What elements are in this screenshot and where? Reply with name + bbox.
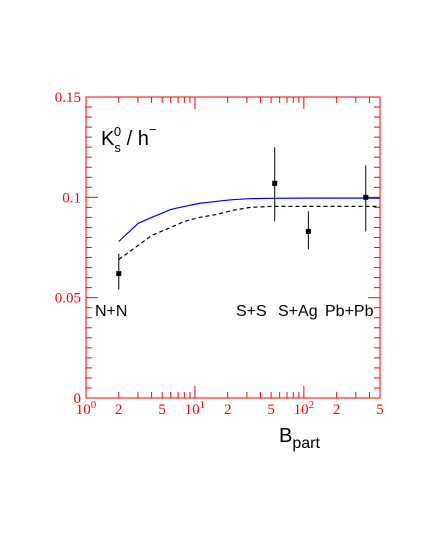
data-points [116, 147, 369, 290]
y-tick-label: 0.15 [55, 90, 81, 106]
solid-model-curve [118, 197, 380, 242]
x-tick-labels: 100 2 5 101 2 5 102 2 5 [76, 399, 384, 418]
x-tick-label-main: 5 [376, 402, 384, 418]
annotation-pb-pb: Pb+Pb [325, 303, 374, 320]
x-tick-label: 5 [267, 402, 275, 418]
y-tick-label: 0 [74, 391, 82, 407]
x-tick-label-main: 5 [267, 402, 275, 418]
x-tick-label-main: 10 [76, 402, 91, 418]
annotation-n-n: N+N [95, 303, 127, 320]
x-tick-label-main: 5 [158, 402, 166, 418]
annotation-s-ag: S+Ag [278, 303, 318, 320]
x-tick-label-main: 2 [333, 402, 341, 418]
data-point [116, 271, 122, 277]
model-curves [118, 197, 380, 260]
x-tick-label: 101 [185, 399, 206, 418]
data-point [305, 228, 311, 234]
y-tick-labels: 0 0.05 0.1 0.15 [55, 90, 81, 407]
data-point [272, 180, 278, 186]
y-tick-label: 0.05 [55, 291, 81, 307]
y-tick-label: 0.1 [62, 190, 81, 206]
dashed-model-curve [118, 205, 380, 260]
x-tick-label: 2 [224, 402, 232, 418]
x-tick-label: 102 [294, 399, 315, 418]
y-axis-label: Ks0 / h− [101, 122, 156, 155]
x-tick-label-exponent: 2 [309, 399, 315, 411]
annotation-s-s: S+S [236, 303, 267, 320]
x-tick-label-main: 10 [185, 402, 200, 418]
y-axis-ticks [86, 96, 380, 399]
x-tick-label: 100 [76, 399, 97, 418]
x-tick-label: 5 [158, 402, 166, 418]
x-tick-label-main: 10 [294, 402, 309, 418]
x-tick-label-main: 2 [115, 402, 123, 418]
x-tick-label: 2 [333, 402, 341, 418]
x-tick-label-main: 2 [224, 402, 232, 418]
x-axis-ticks [85, 97, 381, 398]
data-point [363, 194, 369, 200]
x-tick-label-exponent: 0 [91, 399, 97, 411]
x-axis-label: Bpart [279, 425, 320, 452]
x-tick-label: 2 [115, 402, 123, 418]
x-tick-label-exponent: 1 [200, 399, 206, 411]
x-tick-label: 5 [376, 402, 384, 418]
